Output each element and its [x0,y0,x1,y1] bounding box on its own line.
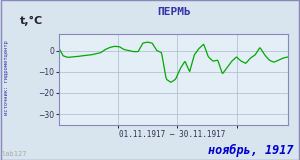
Text: источник: гидрометцентр: источник: гидрометцентр [4,40,9,115]
Text: t,°C: t,°C [20,16,43,26]
Text: 01.11.1917 – 30.11.1917: 01.11.1917 – 30.11.1917 [119,130,226,139]
Text: lab127: lab127 [2,151,27,157]
Text: ПЕРМЬ: ПЕРМЬ [157,7,191,17]
Text: ноябрь, 1917: ноябрь, 1917 [208,144,294,157]
